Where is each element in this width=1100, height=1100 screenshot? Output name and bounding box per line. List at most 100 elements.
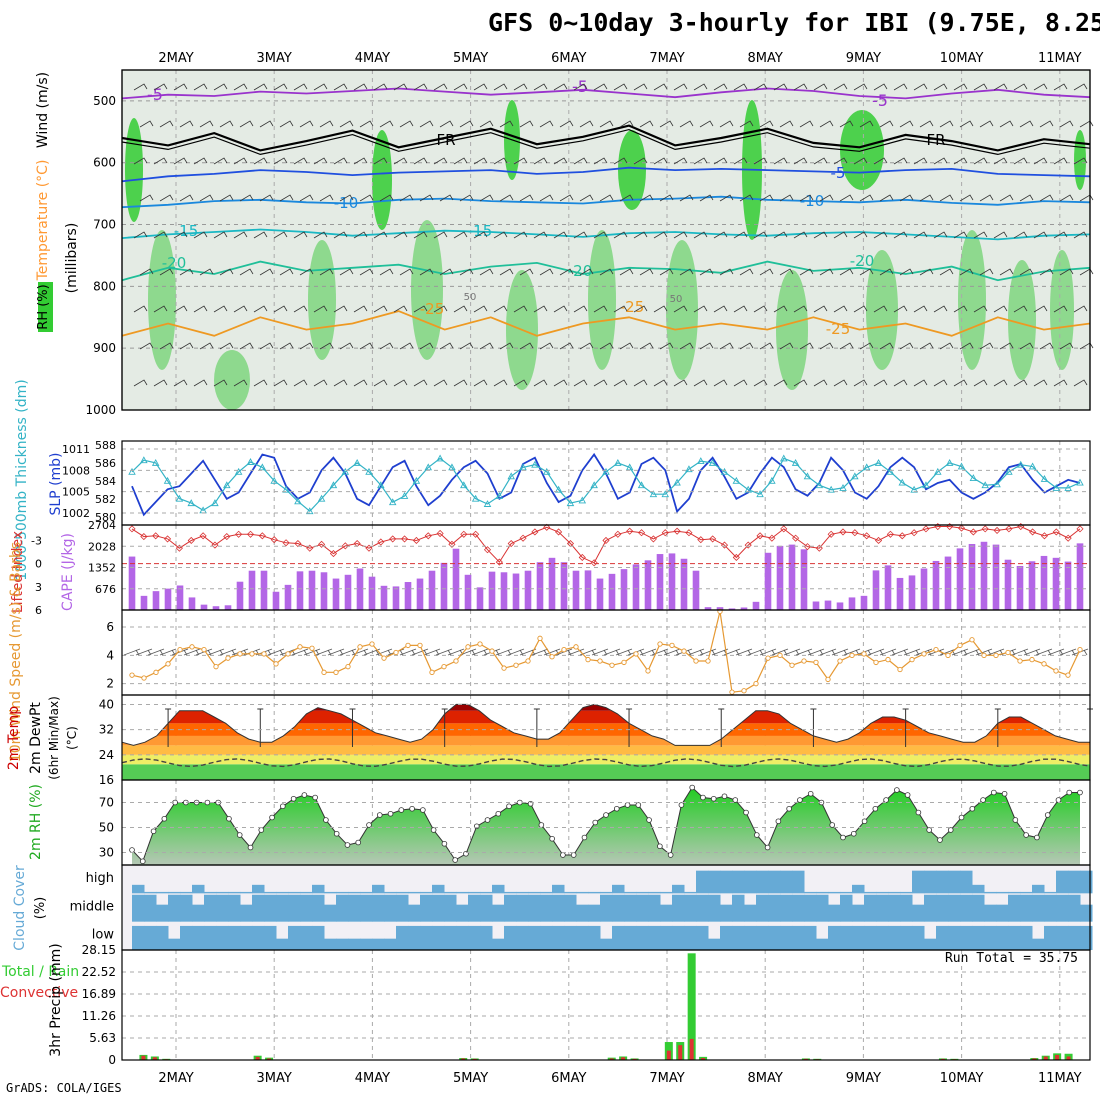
high-cloud-bar [168, 891, 181, 894]
high-cloud-bar [780, 870, 793, 894]
cape-bar [524, 570, 532, 610]
thickness-point [507, 472, 515, 480]
middle-cloud-bar [204, 894, 217, 922]
rh-point [1023, 832, 1029, 838]
middle-cloud-bar [828, 904, 841, 922]
low-cloud-bar [936, 925, 949, 950]
upper-wind-barb [159, 120, 174, 128]
lifted-index-point [282, 539, 290, 547]
low-cloud-bar [300, 925, 313, 950]
upper-wind-barb [293, 379, 308, 387]
upper-wind-barb [759, 194, 774, 202]
upper-wind-barb [473, 231, 488, 239]
upper-wind-barb [773, 157, 788, 165]
rh-region [1050, 250, 1074, 370]
upper-wind-barb [413, 305, 428, 313]
upper-wind-barb [979, 120, 994, 128]
upper-wind-barb [919, 194, 934, 202]
upper-wind-barb [393, 157, 408, 165]
upper-wind-barb [899, 268, 914, 276]
upper-wind-barb [639, 342, 654, 350]
upper-wind-barb [713, 83, 728, 91]
upper-wind-barb [679, 120, 694, 128]
pressure-tick-label: 600 [93, 156, 116, 170]
upper-wind-barb [439, 342, 454, 350]
pressure-tick-label: 800 [93, 279, 116, 293]
upper-wind-barb [939, 268, 954, 276]
upper-wind-barb [613, 83, 628, 91]
middle-cloud-bar [192, 904, 205, 922]
lifted-index-tick-label: 3 [35, 581, 42, 594]
upper-wind-barb [419, 120, 434, 128]
high-cloud-bar [600, 891, 613, 894]
upper-wind-barb [1059, 342, 1074, 350]
upper-wind-barb [133, 231, 148, 239]
high-cloud-bar [240, 891, 253, 894]
low-cloud-bar [180, 925, 193, 950]
high-cloud-bar [708, 870, 721, 894]
precip-tick-label: 22.52 [82, 965, 116, 979]
upper-wind-barb [393, 379, 408, 387]
wind-speed-point [921, 651, 927, 657]
wind-speed-point [1041, 661, 1047, 667]
upper-wind-barb [253, 305, 268, 313]
high-cloud-bar [588, 891, 601, 894]
high-cloud-bar [888, 891, 901, 894]
upper-wind-barb [353, 379, 368, 387]
wind-speed-point [273, 661, 279, 667]
thickness-point [246, 458, 255, 465]
rh-region [866, 250, 898, 370]
upper-wind-barb [693, 157, 708, 165]
middle-cloud-bar [744, 904, 757, 922]
upper-wind-barb [779, 194, 794, 202]
upper-wind-barb [333, 305, 348, 313]
precip-convective-bar [152, 1057, 157, 1060]
lifted-index-tick-label: -3 [31, 534, 42, 547]
low-cloud-bar [336, 938, 349, 950]
lifted-index-point [614, 530, 622, 538]
rh-point [280, 803, 286, 810]
upper-wind-barb [773, 231, 788, 239]
rh-legend-swatch [38, 282, 53, 332]
upper-wind-barb [133, 379, 148, 387]
middle-cloud-bar [336, 894, 349, 922]
cape-bar [500, 572, 508, 610]
upper-wind-barb [713, 379, 728, 387]
high-cloud-bar [216, 891, 229, 894]
lifted-index-point [519, 534, 527, 542]
upper-wind-barb [793, 305, 808, 313]
rh-point [710, 795, 717, 802]
middle-cloud-bar [396, 894, 409, 922]
upper-wind-barb [533, 379, 548, 387]
upper-wind-barb [513, 305, 528, 313]
wind-speed-point [177, 647, 183, 653]
upper-wind-barb [939, 120, 954, 128]
rh-point [646, 817, 652, 823]
cape-bar [812, 601, 820, 610]
low-cloud-bar [252, 925, 265, 950]
high-cloud-bar [132, 884, 145, 894]
thickness-point [851, 472, 859, 480]
upper-wind-barb [173, 157, 188, 165]
chart-title: GFS 0~10day 3-hourly for IBI (9.75E, 8.2… [488, 8, 1100, 37]
rh-point [635, 802, 642, 808]
lifted-index-point [697, 536, 705, 544]
lifted-index-point [720, 541, 729, 549]
upper-wind-barb [599, 194, 614, 202]
cape-bar [740, 607, 748, 610]
thickness-point [649, 490, 658, 498]
upper-wind-barb [479, 268, 494, 276]
lifted-index-point [957, 524, 966, 532]
upper-wind-barb [319, 342, 334, 350]
low-cloud-bar [384, 938, 397, 950]
rh-point [376, 812, 383, 818]
precip-convective-bar [689, 1038, 694, 1060]
high-cloud-bar [1056, 870, 1069, 894]
upper-wind-barb [279, 268, 294, 276]
upper-wind-barb [1033, 231, 1048, 239]
middle-cloud-bar [312, 894, 325, 922]
middle-cloud-bar [696, 894, 709, 922]
upper-wind-barb [513, 157, 528, 165]
upper-wind-barb [919, 342, 934, 350]
temp-tick-label: 24 [99, 748, 114, 762]
